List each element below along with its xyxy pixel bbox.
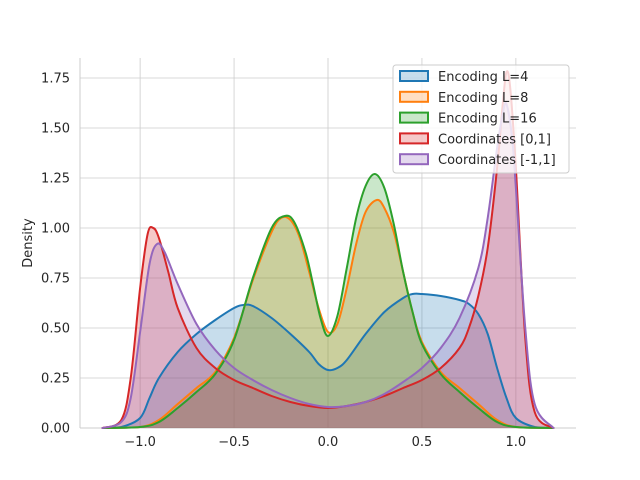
y-tick-label: 1.75: [41, 72, 70, 87]
x-tick-label: 1.0: [506, 435, 527, 450]
x-tick-label: 0.0: [318, 435, 339, 450]
y-axis-label: Density: [21, 218, 36, 268]
y-tick-label: 1.00: [41, 222, 70, 237]
legend-swatch: [399, 70, 429, 82]
series-fill-1: [102, 199, 554, 428]
tick-labels: −1.0 −0.5 0.0 0.5 1.0 0.00 0.25 0.50 0.75 1.00 1.2…: [41, 72, 526, 451]
series-line-1: [101, 198, 555, 429]
y-tick-label: 1.50: [41, 122, 70, 137]
x-tick-label: 0.5: [412, 435, 433, 450]
series-line-0: [101, 292, 555, 429]
x-tick-label: −0.5: [218, 435, 250, 450]
legend-box: [392, 64, 570, 174]
series-fill-2: [102, 173, 554, 428]
legend-swatch: [399, 90, 429, 103]
legend-label: Coordinates [0,1]: [438, 132, 551, 147]
y-tick-label: 0.50: [41, 322, 70, 337]
series-line-2: [101, 173, 555, 429]
legend-swatch: [399, 111, 429, 124]
y-tick-label: 1.25: [41, 172, 70, 187]
y-tick-label: 0.00: [41, 422, 70, 437]
series-fill-0: [102, 293, 554, 428]
y-tick-label: 0.75: [41, 272, 70, 287]
legend-label: Coordinates [-1,1]: [438, 153, 556, 168]
legend-label: Encoding L=8: [438, 91, 528, 106]
legend-swatch: [399, 132, 429, 145]
legend-label: Encoding L=4: [438, 70, 528, 85]
legend: Encoding L=4 Encoding L=8 Encoding L=16 Coo…: [392, 64, 570, 174]
y-tick-label: 0.25: [41, 372, 70, 387]
x-tick-label: −1.0: [124, 435, 156, 450]
axes-spines: [79, 58, 576, 429]
legend-swatch: [399, 153, 429, 166]
legend-label: Encoding L=16: [438, 112, 537, 127]
